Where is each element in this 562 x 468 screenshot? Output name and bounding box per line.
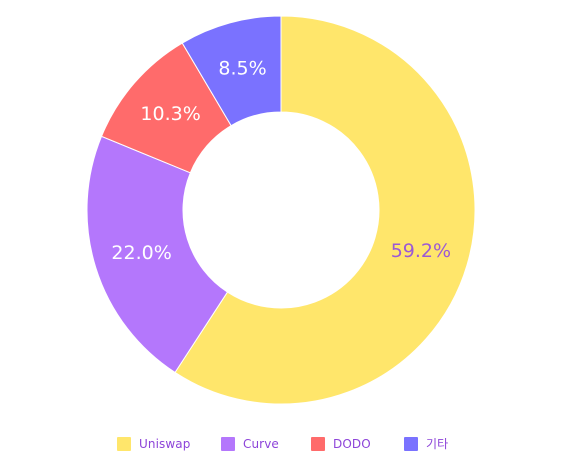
slice-label-dodo: 10.3%: [140, 103, 200, 125]
slice-label-curve: 22.0%: [111, 242, 171, 264]
chart-legend: Uniswap Curve DODO 기타: [0, 433, 562, 455]
legend-item-other[interactable]: 기타: [404, 433, 448, 455]
slice-label-uniswap: 59.2%: [391, 240, 451, 262]
legend-item-dodo[interactable]: DODO: [311, 433, 371, 455]
legend-label-other: 기타: [426, 437, 449, 451]
slice-uniswap[interactable]: [174, 15, 476, 405]
legend-label-uniswap: Uniswap: [139, 437, 191, 451]
legend-item-curve[interactable]: Curve: [221, 433, 279, 455]
legend-label-dodo: DODO: [333, 437, 371, 451]
legend-label-curve: Curve: [243, 437, 279, 451]
legend-item-uniswap[interactable]: Uniswap: [117, 433, 190, 455]
slice-label-other: 8.5%: [218, 58, 266, 80]
legend-swatch-other: [404, 437, 418, 451]
legend-swatch-uniswap: [117, 437, 131, 451]
slice-other[interactable]: [181, 15, 282, 127]
legend-swatch-curve: [221, 437, 235, 451]
legend-swatch-dodo: [311, 437, 325, 451]
slice-curve[interactable]: [86, 135, 229, 374]
